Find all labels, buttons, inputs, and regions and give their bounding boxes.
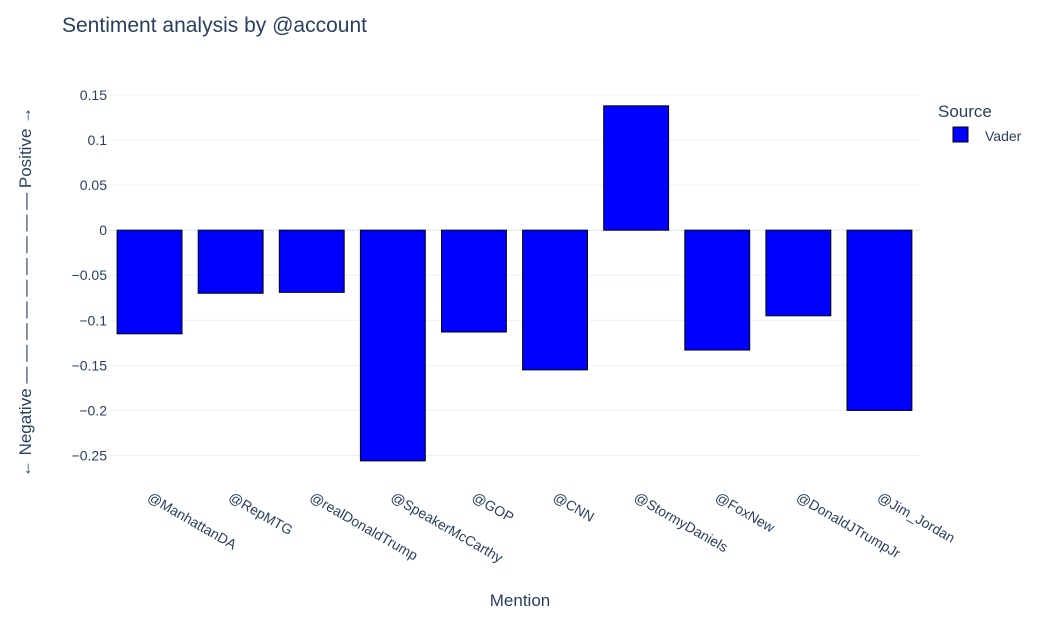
legend-title: Source bbox=[938, 102, 992, 121]
y-tick-label: 0.1 bbox=[88, 132, 108, 148]
bar[interactable] bbox=[116, 229, 183, 335]
chart-title: Sentiment analysis by @account bbox=[62, 14, 367, 37]
y-tick-label: −0.2 bbox=[79, 402, 107, 418]
y-tick-label: −0.15 bbox=[72, 357, 108, 373]
bar[interactable] bbox=[441, 229, 507, 333]
x-tick-label: @RepMTG bbox=[226, 489, 295, 538]
y-tick-label: 0 bbox=[99, 222, 107, 238]
legend-swatch bbox=[952, 126, 969, 143]
y-tick-label: −0.05 bbox=[72, 267, 108, 283]
x-axis-title: Mention bbox=[490, 591, 550, 610]
bar[interactable] bbox=[522, 229, 588, 371]
y-tick-label: 0.15 bbox=[80, 87, 107, 103]
bars bbox=[116, 105, 913, 462]
legend-item-vader[interactable]: Vader bbox=[952, 126, 1022, 144]
x-tick-label: @CNN bbox=[551, 489, 598, 525]
bar[interactable] bbox=[278, 229, 345, 293]
y-tick-label: −0.1 bbox=[79, 312, 107, 328]
x-axis-ticks: @ManhattanDA@RepMTG @realDonaldTrump@Spea… bbox=[145, 489, 958, 566]
x-tick-label: @GOP bbox=[469, 489, 516, 526]
bar[interactable] bbox=[603, 105, 670, 231]
legend: Source Vader bbox=[938, 102, 1022, 144]
legend-label: Vader bbox=[985, 128, 1022, 144]
bar[interactable] bbox=[684, 229, 751, 351]
x-tick-label: @FoxNew bbox=[713, 489, 779, 536]
x-tick-label: @ManhattanDA bbox=[145, 489, 240, 553]
bar[interactable] bbox=[846, 229, 913, 411]
y-tick-label: −0.25 bbox=[72, 447, 108, 463]
bar[interactable] bbox=[197, 229, 264, 294]
bar[interactable] bbox=[765, 229, 832, 317]
y-axis-title: ← Negative — — — — — — — — — Positive → bbox=[16, 107, 35, 477]
y-tick-label: 0.05 bbox=[80, 177, 107, 193]
bar[interactable] bbox=[359, 229, 426, 462]
y-axis-ticks: 0.15 0.1 0.05 0 −0.05 −0.1 −0.15 −0.2 −0.25 bbox=[72, 87, 108, 463]
